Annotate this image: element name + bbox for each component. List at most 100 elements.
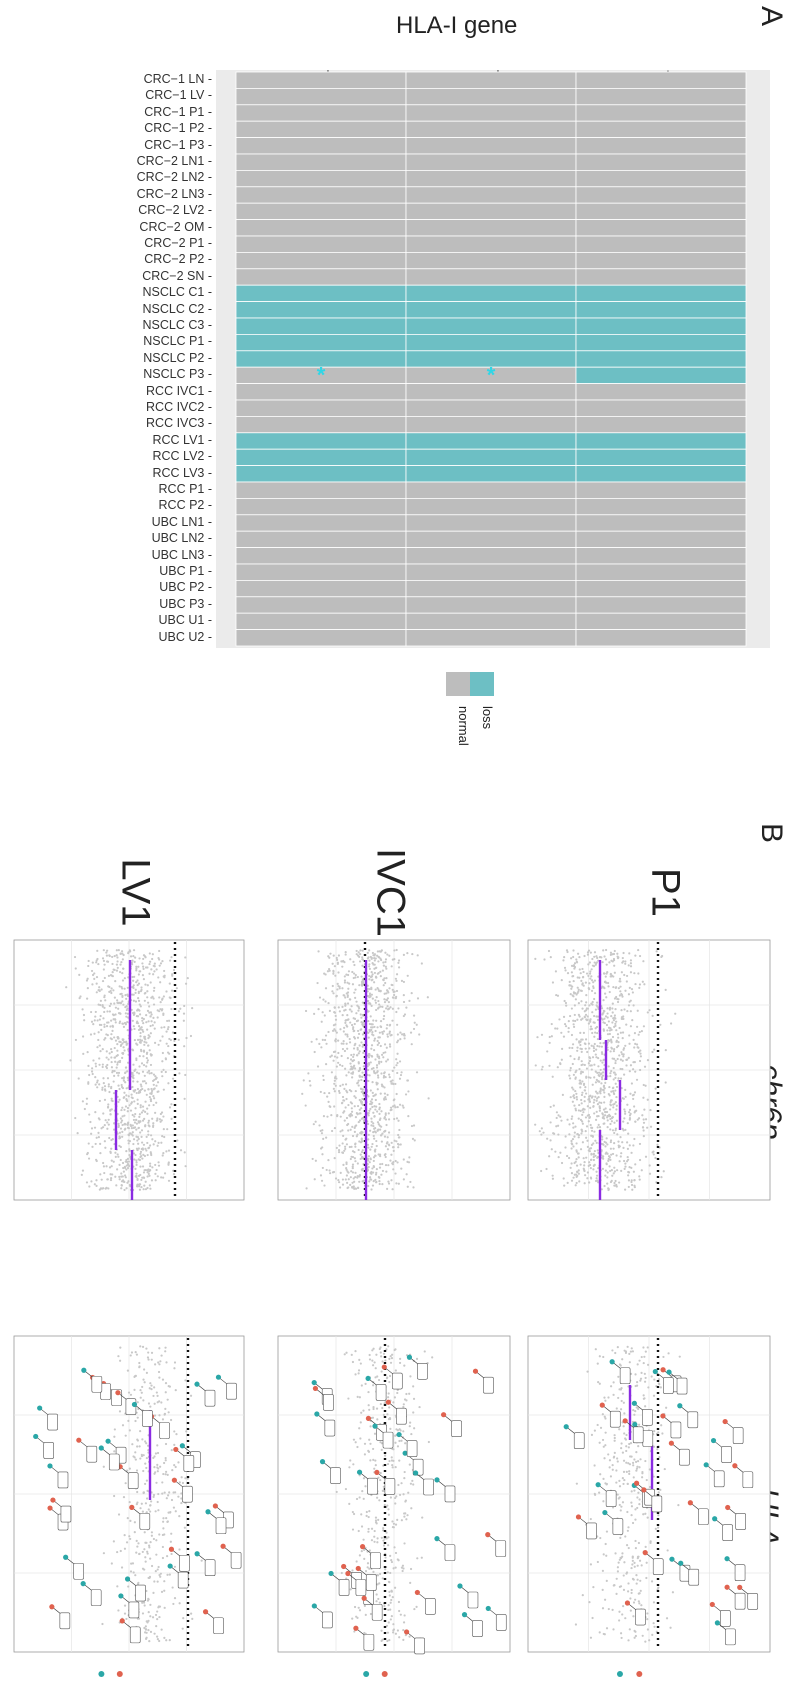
heatmap-cell [575,170,747,188]
heatmap-cell [235,579,407,598]
heatmap-row-label: CRC−2 LN1 - [136,154,212,168]
allele-point [37,1405,43,1411]
allele-point [365,1375,371,1382]
heatmap-row-label: CRC−2 P1 - [144,236,212,250]
plot-frame [277,939,511,1201]
allele-label-box [586,1522,597,1540]
legend-dot-allele-2 [381,1671,388,1677]
allele-label-box [57,1471,69,1489]
heatmap-cell [405,153,577,171]
heatmap-row-label: NSCLC P3 - [143,367,212,382]
allele-label-box [721,1446,732,1463]
panel-a-letter: A [755,5,788,26]
allele-label-box [142,1410,153,1427]
allele-point [212,1503,218,1509]
legend-dot-allele-1 [616,1671,623,1677]
heatmap-cell [575,350,747,368]
allele-point [100,1381,107,1387]
allele-point [49,1604,55,1610]
allele-label-box [230,1551,242,1569]
allele-point [179,1443,185,1449]
allele-point [722,1418,728,1425]
heatmap-cell [575,612,747,631]
allele-label-box [642,1430,654,1447]
allele-point [414,1589,420,1596]
allele-label-box [324,1419,336,1437]
allele-point [434,1477,440,1483]
plot-frame [13,1335,245,1653]
allele-label-box [351,1572,362,1589]
allele-label-box [338,1579,350,1596]
allele-point [168,1546,175,1552]
heatmap-cell [405,235,577,253]
heatmap-cell [235,465,407,483]
heatmap-row-label: RCC LV1 - [152,432,212,447]
row-title-lv1: LV1 [113,858,158,927]
allele-point [472,1368,479,1374]
heatmap-cell [405,465,577,483]
heatmap-cell [405,481,577,499]
allele-label-box [226,1382,237,1400]
allele-label-box [444,1485,456,1503]
heatmap-cell [575,465,747,483]
plot-lv1-chr6p [13,939,245,1201]
heatmap-cell [575,481,747,499]
heatmap-row-label: UBC U1 - [158,613,212,628]
heatmap-cell [405,284,577,302]
allele-point [319,1459,326,1465]
plot-lv1-hla [13,1335,245,1677]
heatmap-row-label: CRC−1 LV - [145,88,212,103]
heatmap-cell [405,612,577,631]
allele-point [76,1437,82,1443]
allele-point [171,1477,177,1483]
heatmap-cell [405,448,577,467]
panel-b-letter: B [755,822,788,843]
allele-label-box [735,1513,746,1530]
heatmap-cell [575,87,747,106]
allele-label-box [370,1552,381,1569]
heatmap-cell [235,153,407,171]
allele-point [374,1469,380,1476]
allele-point [404,1629,410,1635]
allele-label-box [687,1411,699,1429]
heatmap-row-label: CRC−2 SN - [142,268,212,283]
allele-label-box [183,1455,195,1472]
allele-label-box [472,1620,483,1637]
allele-point [355,1565,361,1572]
plot-p1-chr6p [527,939,771,1201]
heatmap-cell [235,596,407,614]
allele-point [599,1402,605,1408]
allele-label-box [91,1375,103,1393]
allele-label-box [632,1426,644,1444]
allele-point [725,1504,731,1511]
allele-label-box [190,1451,201,1469]
allele-point [63,1554,69,1560]
allele-label-box [412,1458,424,1476]
allele-label-box [135,1584,146,1602]
allele-point [314,1411,320,1417]
heatmap-cell [235,612,407,631]
heatmap-cell [235,415,407,434]
allele-label-box [414,1637,425,1655]
heatmap-cell [575,251,747,270]
allele-label-box [367,1477,378,1495]
heatmap-cell [575,71,747,89]
allele-point [712,1516,718,1522]
allele-label-box [609,1410,621,1428]
heatmap-cell [575,547,747,565]
allele-label-box [451,1420,462,1438]
column-title-hla: HLA [751,1487,784,1547]
allele-label-box [43,1442,54,1459]
heatmap-cell [235,202,407,220]
allele-point [124,1576,131,1582]
heatmap-row-label: UBC P3 - [159,596,212,611]
allele-point [117,1464,123,1470]
allele-point [413,1470,419,1476]
allele-label-box [417,1362,428,1380]
heatmap-cell [575,284,747,302]
heatmap-cell [405,596,577,614]
heatmap-cell [575,235,747,253]
heatmap-row-label: NSCLC P2 - [143,350,212,365]
allele-point [396,1431,402,1438]
allele-label-box [651,1495,663,1513]
